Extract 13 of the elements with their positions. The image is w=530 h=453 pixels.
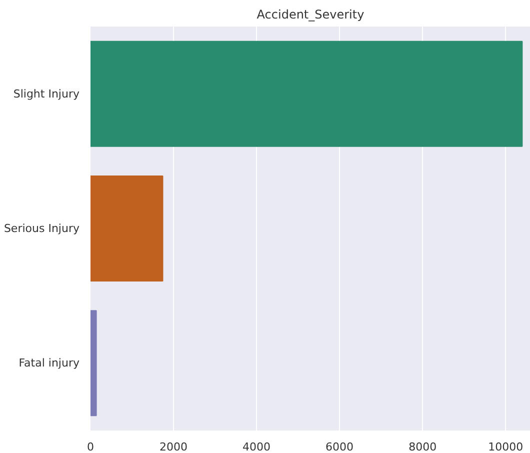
x-tick-label: 4000: [242, 440, 271, 453]
x-tick-label: 8000: [408, 440, 437, 453]
x-tick-label: 10000: [488, 440, 524, 453]
y-tick-label: Fatal injury: [18, 356, 80, 370]
bar: [90, 40, 523, 147]
y-tick-label: Slight Injury: [13, 87, 80, 100]
y-tick-label: Serious Injury: [4, 222, 80, 235]
x-tick-label: 0: [87, 440, 94, 453]
bar: [90, 175, 164, 282]
x-tick-label: 2000: [160, 440, 188, 453]
bar: [90, 310, 97, 416]
chart-title: Accident_Severity: [256, 8, 364, 22]
x-tick-label: 6000: [326, 440, 354, 453]
